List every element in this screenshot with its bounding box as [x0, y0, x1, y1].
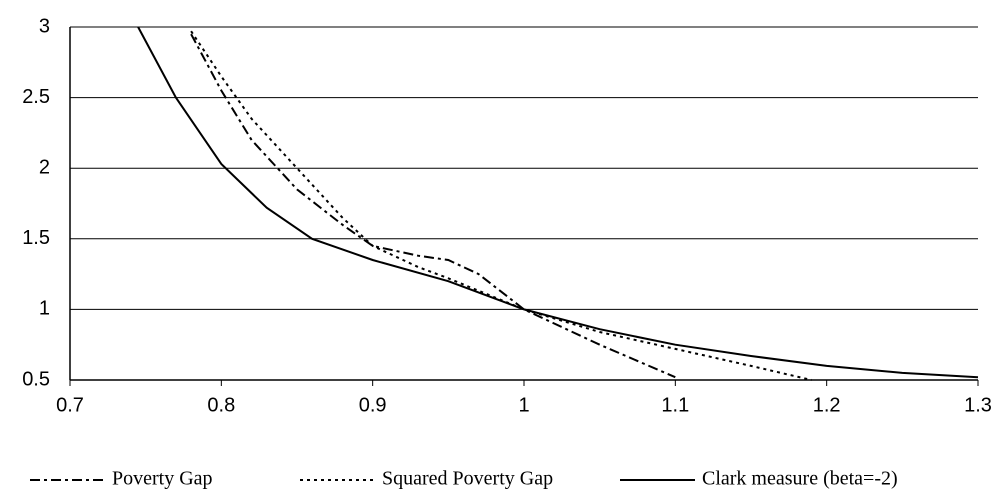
- y-tick-label: 3: [39, 15, 50, 37]
- series-line: [190, 33, 676, 379]
- x-tick-label: 1: [518, 394, 529, 416]
- y-tick-label: 1.5: [22, 227, 50, 249]
- x-tick-label: 1.1: [661, 394, 689, 416]
- legend-label: Squared Poverty Gap: [382, 468, 553, 490]
- x-tick-label: 0.9: [359, 394, 387, 416]
- x-tick-label: 1.3: [964, 394, 992, 416]
- x-tick-label: 0.8: [207, 394, 235, 416]
- legend-label: Clark measure (beta=-2): [702, 468, 898, 490]
- y-tick-label: 0.5: [22, 368, 50, 390]
- legend-label: Poverty Gap: [112, 468, 213, 490]
- x-tick-label: 0.7: [56, 394, 84, 416]
- series-line: [137, 26, 979, 379]
- y-tick-label: 2.5: [22, 86, 50, 108]
- x-tick-label: 1.2: [813, 394, 841, 416]
- y-tick-label: 2: [39, 156, 50, 178]
- series-line: [190, 30, 812, 381]
- y-tick-label: 1: [39, 298, 50, 320]
